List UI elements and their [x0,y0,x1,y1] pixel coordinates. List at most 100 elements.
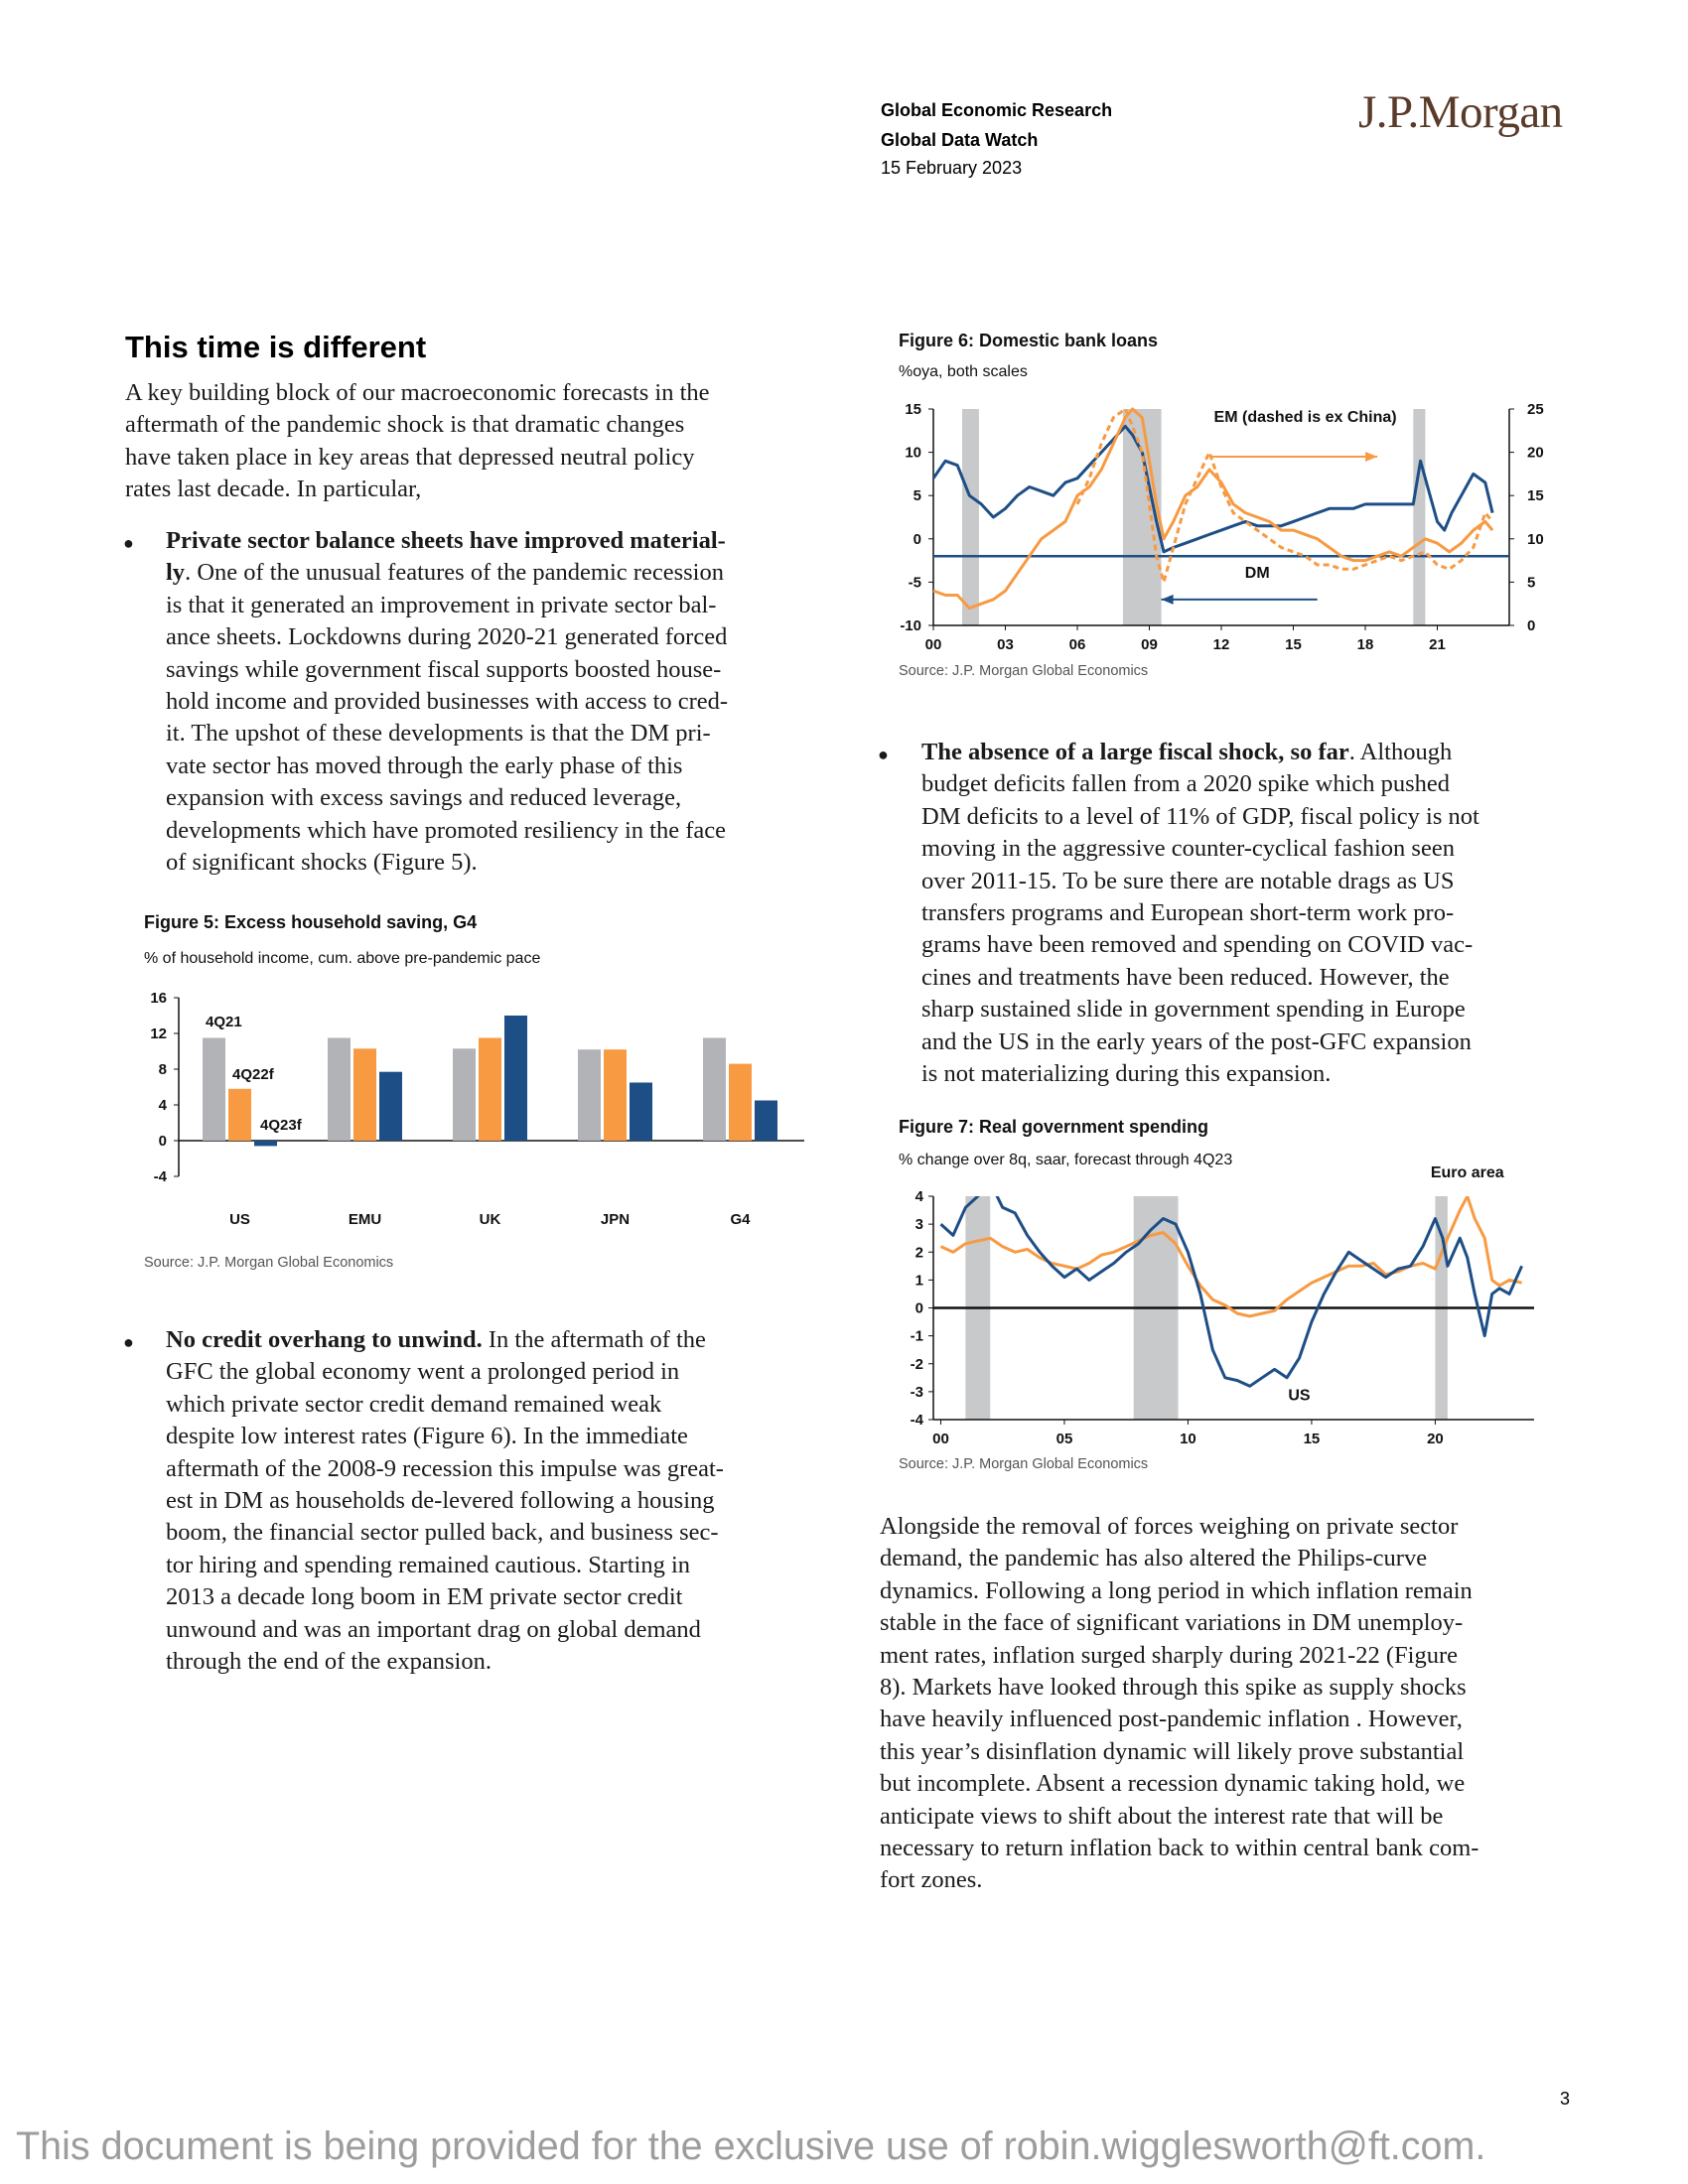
bullet-line: est in DM as households de-levered follo… [166,1487,715,1515]
x-tick-label: EMU [349,1211,381,1228]
y-tick-label: -3 [911,1384,923,1401]
y-tick-label-right: 10 [1527,531,1544,548]
bar-4q22f-uk [479,1037,501,1141]
bar-4q21-g4 [703,1037,726,1141]
series-em-ex-china [1075,407,1494,584]
bullet-line: DM deficits to a level of 11% of GDP, fi… [921,802,1479,830]
bar-4q22f-us [228,1088,251,1141]
bullet-line: unwound and was an important drag on glo… [166,1615,701,1643]
arrow-head-icon [1161,594,1174,605]
bullet-dot: ● [123,533,134,553]
bar-4q23f-jpn [630,1082,652,1141]
x-tick-label: 03 [997,636,1014,653]
bar-4q22f-g4 [729,1063,752,1141]
figure7-subtitle: % change over 8q, saar, forecast through… [899,1152,1233,1168]
bullet-line: aftermath of the 2008-9 recession this i… [166,1454,724,1482]
usage-watermark: This document is being provided for the … [16,2124,1486,2168]
bullet-balance-sheets: Private sector balance sheets have impro… [166,525,821,879]
figure7-chart: -4 -3 -2 -1 0 1 2 3 4 00 05 10 15 20 Euro area US [911,1164,1534,1447]
intro-line: have taken place in key areas that depre… [125,443,695,471]
x-tick-label: 00 [932,1431,949,1447]
bar-4q23f-uk [504,1016,527,1141]
paragraph-line: but incomplete. Absent a recession dynam… [880,1770,1466,1798]
figure5-chart: -4 0 4 8 12 16 US EMU UK JPN G4 4Q21 4Q22f 4Q23f [150,990,804,1228]
bullet-text: . Although [1348,739,1453,765]
bullet-dot: ● [878,745,889,764]
y-tick-label: 0 [915,1300,923,1317]
em-series-label: EM (dashed is ex China) [1214,409,1397,426]
x-tick-label: G4 [730,1211,751,1228]
x-tick-label: 05 [1056,1431,1073,1447]
paragraph-line: necessary to return inflation back to wi… [880,1835,1479,1862]
y-tick-label: -4 [154,1168,168,1185]
series-label-4q22f: 4Q22f [232,1066,275,1083]
y-tick-label-left: -10 [900,617,921,634]
x-tick-label: 00 [925,636,942,653]
y-tick-label-left: -5 [909,574,921,591]
bar-4q22f-jpn [604,1049,627,1141]
bullet-line: tor hiring and spending remained cautiou… [166,1551,691,1578]
bullet-line: sharp sustained slide in government spen… [921,996,1466,1024]
y-tick-label-right: 5 [1527,574,1535,591]
series-em [932,407,1494,611]
series-label-4q23f: 4Q23f [260,1117,303,1134]
dm-series-label: DM [1245,565,1270,582]
bar-4q21-us [203,1037,225,1141]
intro-line: aftermath of the pandemic shock is that … [125,411,685,439]
y-tick-label-left: 10 [905,445,921,462]
y-tick-label-right: 25 [1527,401,1544,418]
y-tick-label-left: 0 [914,531,921,548]
series-euro-area [939,1196,1522,1318]
figure6-source: Source: J.P. Morgan Global Economics [899,663,1149,679]
paragraph-line: dynamics. Following a long period in whi… [880,1576,1473,1604]
section-heading: This time is different [125,330,427,364]
intro-paragraph: A key building block of our macroeconomi… [125,377,780,506]
figure5-title: Figure 5: Excess household saving, G4 [144,912,478,932]
bullet-line: savings while government fiscal supports… [166,655,722,683]
bullet-line: through the end of the expansion. [166,1648,492,1676]
bullet-line: is not materializing during this expansi… [921,1060,1332,1088]
bullet-line: it. The upshot of these developments is … [166,720,711,748]
bullet-line: transfers programs and European short-te… [921,899,1455,927]
bullet-line: despite low interest rates (Figure 6). I… [166,1423,688,1450]
bar-4q23f-emu [379,1071,402,1141]
y-tick-label: -1 [911,1328,923,1345]
y-tick-label: 1 [915,1272,923,1289]
bullet-line: developments which have promoted resilie… [166,816,726,844]
x-tick-label: 12 [1213,636,1230,653]
y-tick-label: 4 [159,1097,168,1114]
bar-4q21-jpn [578,1049,601,1141]
y-tick-label-left: 15 [905,401,921,418]
intro-line: rates last decade. In particular, [125,476,422,503]
bullet-line: ance sheets. Lockdowns during 2020-21 ge… [166,623,728,651]
bullet-line: moving in the aggressive counter-cyclica… [921,835,1455,863]
y-tick-label: 16 [150,990,167,1007]
series-dm [931,424,1494,554]
euro-area-label: Euro area [1431,1164,1504,1181]
y-tick-label: 8 [159,1061,167,1078]
bullet-line: budget deficits fallen from a 2020 spike… [921,770,1451,798]
header-date: 15 February 2023 [881,158,1023,178]
figure7-title: Figure 7: Real government spending [899,1117,1209,1137]
bullet-line: and the US in the early years of the pos… [921,1027,1472,1055]
y-tick-label: 0 [159,1133,167,1150]
bar-4q21-uk [453,1048,476,1141]
series-us [939,1196,1523,1388]
us-label: US [1288,1387,1311,1404]
y-tick-label: -4 [911,1412,924,1429]
bullet-line: of significant shocks (Figure 5). [166,849,478,877]
paragraph-line: stable in the face of significant variat… [880,1609,1464,1637]
x-tick-label: 15 [1304,1431,1321,1447]
paragraph-line: 8). Markets have looked through this spi… [880,1674,1467,1702]
y-tick-label: 4 [915,1188,924,1205]
bullet-dot: ● [123,1332,134,1352]
bullet-line: vate sector has moved through the early … [166,751,683,779]
figure6-title: Figure 6: Domestic bank loans [899,331,1159,350]
paragraph-line: ment rates, inflation surged sharply dur… [880,1641,1458,1669]
figure6-subtitle: %oya, both scales [899,363,1028,380]
bullet-line: grams have been removed and spending on … [921,931,1474,959]
recession-band [962,409,979,625]
figure6-chart: -10 -5 0 5 10 15 0 5 10 15 20 25 00 03 06 09 12 15 18 21 EM … [900,401,1544,653]
header-publication-line: Global Data Watch [881,130,1039,150]
bullet-line: GFC the global economy went a prolonged … [166,1358,680,1386]
